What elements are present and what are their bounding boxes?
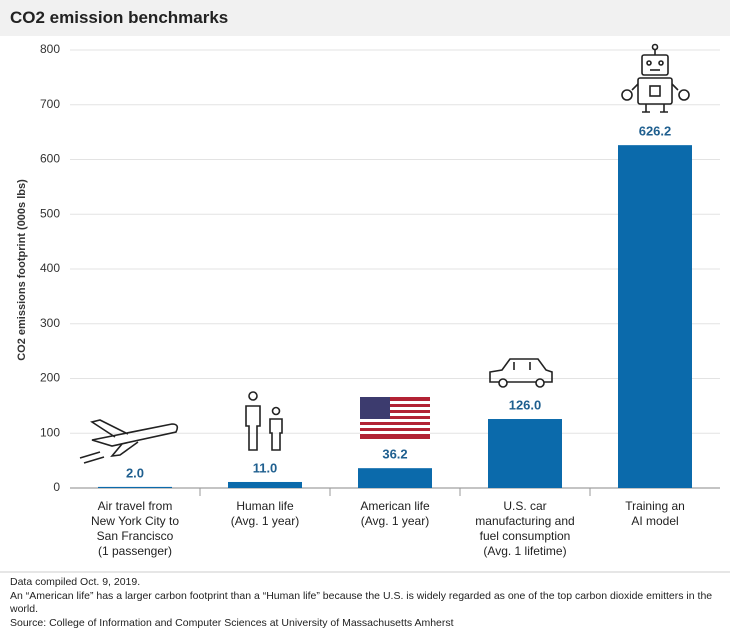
bar (228, 481, 302, 488)
y-tick-label: 400 (40, 261, 60, 275)
y-tick-label: 0 (53, 480, 60, 494)
title-bar: CO2 emission benchmarks (0, 0, 730, 36)
y-tick-label: 200 (40, 371, 60, 385)
y-tick-label: 100 (40, 425, 60, 439)
value-label: 126.0 (509, 397, 542, 412)
x-tick-label: American life (Avg. 1 year) (360, 499, 430, 528)
bar (488, 419, 562, 488)
robot-icon (621, 43, 690, 113)
bar (618, 145, 692, 488)
y-tick-label: 300 (40, 316, 60, 330)
plane-icon (90, 419, 179, 458)
x-tick-label: Air travel from New York City to San Fra… (90, 499, 180, 558)
y-tick-label: 700 (40, 97, 60, 111)
y-tick-label: 800 (40, 42, 60, 56)
x-tick-label: Human life (Avg. 1 year) (230, 499, 300, 528)
value-label: 11.0 (253, 460, 278, 475)
footnote: Source: College of Information and Compu… (10, 616, 454, 629)
people-icon (245, 391, 283, 451)
flag-icon (360, 397, 430, 439)
chart-title: CO2 emission benchmarks (10, 8, 229, 27)
value-label: 626.2 (639, 124, 672, 139)
y-tick-label: 500 (40, 206, 60, 220)
icons (79, 43, 690, 464)
footnotes: Data compiled Oct. 9, 2019. An “American … (10, 576, 722, 630)
bar (98, 486, 172, 488)
y-tick-label: 600 (40, 152, 60, 166)
car-wheel (535, 378, 545, 388)
value-label: 2.0 (126, 465, 144, 480)
plane-trail (79, 451, 105, 464)
car-wheel (498, 378, 508, 388)
x-tick-label: Training an AI model (625, 499, 685, 528)
value-label: 36.2 (382, 447, 407, 462)
car-icon (489, 358, 553, 383)
bar (358, 468, 432, 488)
footnote: Data compiled Oct. 9, 2019. (10, 576, 141, 588)
y-axis-label: CO2 emissions footprint (000s lbs) (16, 179, 28, 361)
x-tick-label: U.S. car manufacturing and fuel consumpt… (475, 499, 575, 558)
footnote: An “American life” has a larger carbon f… (10, 589, 713, 616)
